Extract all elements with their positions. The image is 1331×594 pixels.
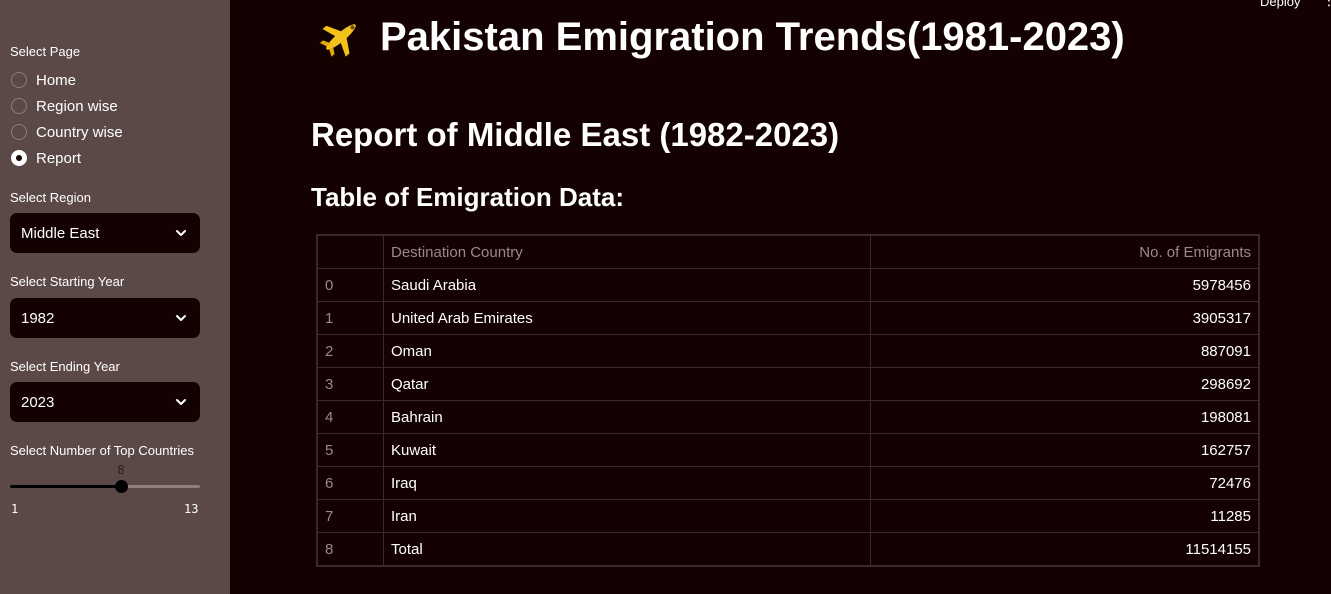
country-cell[interactable]: Iran [383, 499, 871, 533]
country-cell[interactable]: Saudi Arabia [383, 268, 871, 302]
country-cell[interactable]: Iraq [383, 466, 871, 500]
emigrants-cell[interactable]: 198081 [870, 400, 1259, 434]
radio-checked-icon[interactable] [11, 150, 27, 166]
select-end-year-label: Select Ending Year [10, 359, 120, 374]
index-column-header[interactable] [317, 235, 384, 269]
slider-min: 1 [11, 502, 19, 516]
select-region-label: Select Region [10, 190, 91, 205]
country-cell[interactable]: Total [383, 532, 871, 566]
vertical-dots-icon[interactable]: ⋮ [1322, 0, 1331, 8]
region-select[interactable]: Middle East [10, 213, 200, 253]
table-row: 5 Kuwait 162757 [317, 433, 1259, 467]
country-cell[interactable]: Oman [383, 334, 871, 368]
table-row: 4 Bahrain 198081 [317, 400, 1259, 434]
start-year-select[interactable]: 1982 [10, 298, 200, 338]
emigrants-cell[interactable]: 11285 [870, 499, 1259, 533]
table-row: 2 Oman 887091 [317, 334, 1259, 368]
radio-label: Home [36, 71, 77, 89]
row-index: 1 [317, 301, 384, 335]
slider-value: 8 [117, 463, 125, 477]
chevron-down-icon [176, 315, 186, 321]
country-column-header[interactable]: Destination Country [383, 235, 871, 269]
report-heading: Report of Middle East (1982-2023) [311, 116, 840, 153]
table-row: 1 United Arab Emirates 3905317 [317, 301, 1259, 335]
page-header: Pakistan Emigration Trends(1981-2023) [318, 14, 1125, 60]
end-year-value: 2023 [21, 393, 55, 411]
end-year-select[interactable]: 2023 [10, 382, 200, 422]
table-row: 3 Qatar 298692 [317, 367, 1259, 401]
row-index: 7 [317, 499, 384, 533]
country-cell[interactable]: Qatar [383, 367, 871, 401]
table-row: 7 Iran 11285 [317, 499, 1259, 533]
radio-label: Country wise [36, 123, 123, 141]
emigrants-cell[interactable]: 162757 [870, 433, 1259, 467]
radio-region-wise[interactable]: Region wise [11, 96, 118, 116]
start-year-value: 1982 [21, 309, 55, 327]
row-index: 8 [317, 532, 384, 566]
emigrants-cell[interactable]: 11514155 [870, 532, 1259, 566]
slider-fill [10, 485, 121, 488]
slider-thumb[interactable] [115, 480, 128, 493]
country-cell[interactable]: Bahrain [383, 400, 871, 434]
radio-label: Region wise [36, 97, 118, 115]
top-countries-slider[interactable] [10, 480, 200, 493]
select-page-label: Select Page [10, 44, 81, 59]
chevron-down-icon [176, 230, 186, 236]
radio-circle-icon[interactable] [11, 98, 27, 114]
top-countries-label: Select Number of Top Countries [10, 443, 195, 458]
airplane-icon [319, 24, 356, 57]
emigrants-cell[interactable]: 3905317 [870, 301, 1259, 335]
emigrants-column-header[interactable]: No. of Emigrants [870, 235, 1259, 269]
table-header-row: Destination Country No. of Emigrants [317, 235, 1259, 269]
radio-home[interactable]: Home [11, 70, 76, 90]
deploy-button[interactable]: Deploy [1260, 0, 1301, 9]
row-index: 0 [317, 268, 384, 302]
emigration-table[interactable]: Destination Country No. of Emigrants 0 S… [316, 234, 1260, 567]
table-row: 6 Iraq 72476 [317, 466, 1259, 500]
row-index: 3 [317, 367, 384, 401]
country-cell[interactable]: United Arab Emirates [383, 301, 871, 335]
country-cell[interactable]: Kuwait [383, 433, 871, 467]
slider-max: 13 [184, 502, 199, 516]
row-index: 5 [317, 433, 384, 467]
row-index: 4 [317, 400, 384, 434]
radio-country-wise[interactable]: Country wise [11, 122, 123, 142]
radio-circle-icon[interactable] [11, 72, 27, 88]
row-index: 2 [317, 334, 384, 368]
table-row: 0 Saudi Arabia 5978456 [317, 268, 1259, 302]
emigrants-cell[interactable]: 72476 [870, 466, 1259, 500]
radio-report[interactable]: Report [11, 148, 81, 168]
radio-label: Report [36, 149, 82, 167]
emigrants-cell[interactable]: 5978456 [870, 268, 1259, 302]
chevron-down-icon [176, 399, 186, 405]
page-title: Pakistan Emigration Trends(1981-2023) [380, 14, 1125, 59]
sidebar: Select Page Home Region wise Country wis… [0, 0, 230, 594]
emigrants-cell[interactable]: 298692 [870, 367, 1259, 401]
table-heading: Table of Emigration Data: [311, 182, 624, 212]
region-select-value: Middle East [21, 224, 100, 242]
row-index: 6 [317, 466, 384, 500]
emigrants-cell[interactable]: 887091 [870, 334, 1259, 368]
table-row: 8 Total 11514155 [317, 532, 1259, 566]
radio-circle-icon[interactable] [11, 124, 27, 140]
select-start-year-label: Select Starting Year [10, 274, 125, 289]
